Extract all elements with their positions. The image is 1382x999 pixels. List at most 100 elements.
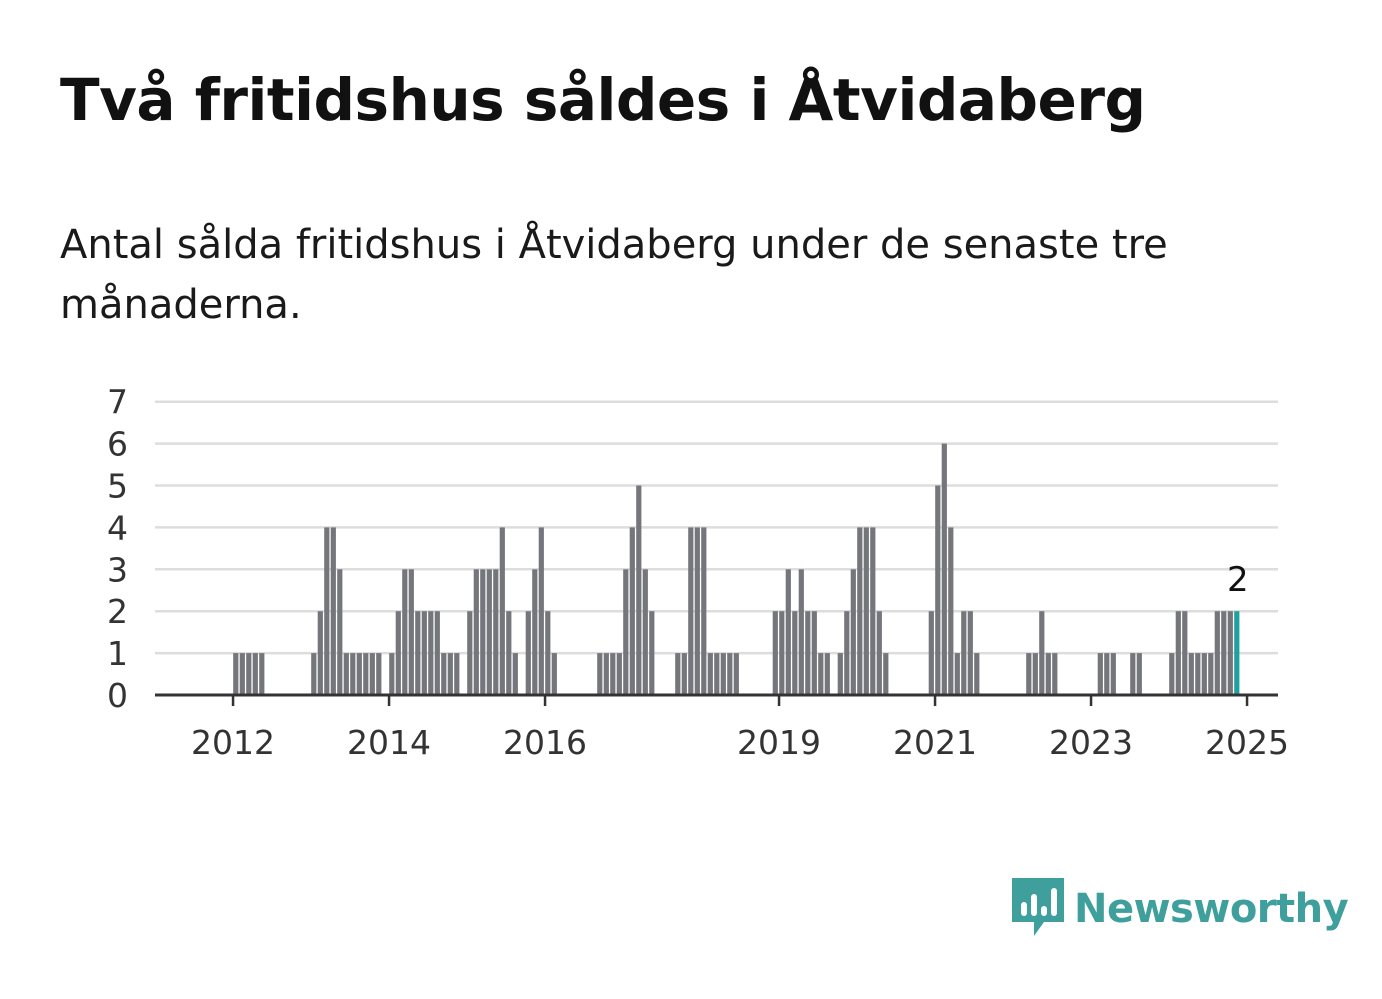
bar bbox=[1052, 653, 1058, 695]
bar bbox=[623, 569, 629, 695]
bar-highlight bbox=[1234, 611, 1240, 695]
y-tick-label: 3 bbox=[107, 550, 128, 589]
bar bbox=[701, 527, 707, 695]
bar bbox=[961, 611, 967, 695]
y-tick-label: 0 bbox=[107, 676, 128, 715]
bar bbox=[337, 569, 343, 695]
bar bbox=[597, 653, 603, 695]
bar bbox=[311, 653, 317, 695]
bar bbox=[824, 653, 830, 695]
bar bbox=[1169, 653, 1175, 695]
bar bbox=[1026, 653, 1032, 695]
y-tick-label: 1 bbox=[107, 634, 128, 673]
bar bbox=[447, 653, 453, 695]
bar bbox=[545, 611, 551, 695]
bar bbox=[694, 527, 700, 695]
bar bbox=[239, 653, 245, 695]
bar bbox=[616, 653, 622, 695]
bar bbox=[805, 611, 811, 695]
bar bbox=[649, 611, 655, 695]
x-tick-label: 2025 bbox=[1205, 723, 1289, 762]
bar bbox=[538, 527, 544, 695]
bar bbox=[681, 653, 687, 695]
bar bbox=[252, 653, 258, 695]
bar bbox=[499, 527, 505, 695]
chart-title: Två fritidshus såldes i Åtvidaberg bbox=[60, 66, 1146, 134]
bar bbox=[408, 569, 414, 695]
bar bbox=[792, 611, 798, 695]
bar bbox=[1136, 653, 1142, 695]
bar bbox=[1130, 653, 1136, 695]
bar bbox=[967, 611, 973, 695]
bar bbox=[863, 527, 869, 695]
brand-name: Newsworthy bbox=[1074, 886, 1349, 932]
bar bbox=[707, 653, 713, 695]
y-tick-label: 6 bbox=[107, 425, 128, 464]
bar bbox=[948, 527, 954, 695]
bar bbox=[818, 653, 824, 695]
bar bbox=[1208, 653, 1214, 695]
bar bbox=[603, 653, 609, 695]
bar bbox=[259, 653, 265, 695]
bar bbox=[974, 653, 980, 695]
bar bbox=[233, 653, 239, 695]
bar bbox=[493, 569, 499, 695]
bar bbox=[506, 611, 512, 695]
bar bbox=[1097, 653, 1103, 695]
bar bbox=[525, 611, 531, 695]
bar bbox=[798, 569, 804, 695]
last-value-annotation: 2 bbox=[1227, 560, 1249, 600]
bar bbox=[1214, 611, 1220, 695]
bar bbox=[1104, 653, 1110, 695]
bar bbox=[610, 653, 616, 695]
bar bbox=[1195, 653, 1201, 695]
bar bbox=[486, 569, 492, 695]
bar bbox=[1182, 611, 1188, 695]
newsworthy-logo: Newsworthy bbox=[1012, 878, 1349, 940]
bar bbox=[850, 569, 856, 695]
bar bbox=[1201, 653, 1207, 695]
bar bbox=[551, 653, 557, 695]
bar bbox=[642, 569, 648, 695]
bar bbox=[1188, 653, 1194, 695]
bar bbox=[1110, 653, 1116, 695]
bar bbox=[941, 443, 947, 695]
y-tick-label: 4 bbox=[107, 508, 128, 547]
bar bbox=[876, 611, 882, 695]
bar bbox=[402, 569, 408, 695]
bar bbox=[1227, 611, 1233, 695]
bar bbox=[376, 653, 382, 695]
bar bbox=[441, 653, 447, 695]
bar bbox=[421, 611, 427, 695]
bar bbox=[480, 569, 486, 695]
bar bbox=[356, 653, 362, 695]
bar bbox=[688, 527, 694, 695]
bar bbox=[246, 653, 252, 695]
bar bbox=[772, 611, 778, 695]
bar bbox=[512, 653, 518, 695]
bar bbox=[317, 611, 323, 695]
bar bbox=[532, 569, 538, 695]
bar bbox=[779, 611, 785, 695]
bar bbox=[415, 611, 421, 695]
x-axis: 2012 2014 2016 2019 2021 2023 2025 bbox=[155, 693, 1289, 762]
bar bbox=[837, 653, 843, 695]
last-value-label: 2 bbox=[1227, 560, 1249, 600]
bar bbox=[473, 569, 479, 695]
bar bbox=[727, 653, 733, 695]
bar bbox=[1221, 611, 1227, 695]
bar bbox=[389, 653, 395, 695]
y-tick-label: 5 bbox=[107, 467, 128, 506]
bar-series bbox=[233, 443, 1240, 695]
bar bbox=[857, 527, 863, 695]
x-tick-label: 2016 bbox=[503, 723, 587, 762]
x-tick-label: 2023 bbox=[1049, 723, 1133, 762]
x-tick-label: 2012 bbox=[191, 723, 275, 762]
bar bbox=[454, 653, 460, 695]
bar bbox=[785, 569, 791, 695]
bar bbox=[1045, 653, 1051, 695]
bar bbox=[350, 653, 356, 695]
bar bbox=[954, 653, 960, 695]
y-tick-label: 7 bbox=[107, 383, 128, 422]
